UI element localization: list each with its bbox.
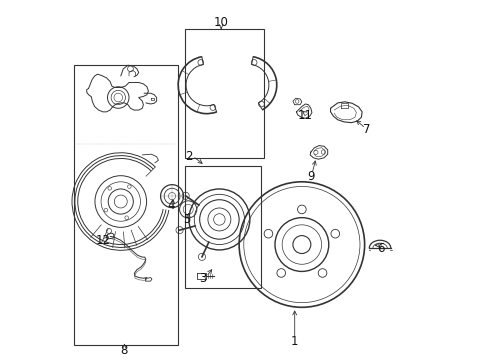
Bar [185,166,260,288]
Text: 5: 5 [183,213,190,226]
Text: 2: 2 [185,150,192,163]
Text: 10: 10 [213,16,228,29]
Text: 1: 1 [290,335,298,348]
Bar [185,30,264,158]
Text: 3: 3 [199,272,206,285]
Text: 8: 8 [121,344,128,357]
Text: 12: 12 [95,234,110,247]
Text: 9: 9 [306,170,314,183]
Text: 11: 11 [297,109,312,122]
Bar [74,65,178,345]
Text: 6: 6 [376,242,384,255]
Text: 4: 4 [167,199,174,212]
Text: 7: 7 [362,123,369,136]
